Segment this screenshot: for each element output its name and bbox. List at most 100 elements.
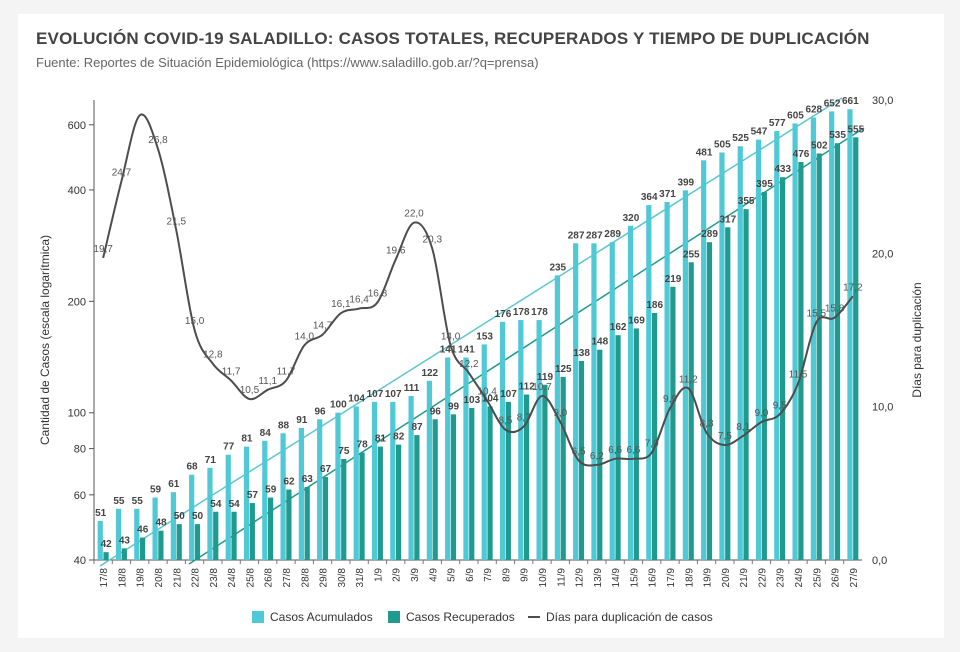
data-label-duplicacion: 6,6 [626,445,640,456]
bar-recuperados [322,477,329,560]
data-label-recuperados: 219 [665,274,682,285]
bar-acumulados [280,433,286,560]
bar-acumulados [810,117,816,560]
bar-recuperados [213,511,219,560]
data-label-recuperados: 54 [229,499,241,510]
data-label-recuperados: 107 [500,389,517,400]
x-tick-label: 17/9 [666,568,677,588]
bar-acumulados [829,111,835,560]
y2-tick-label: 30,0 [872,95,893,107]
y-tick-label: 100 [68,408,86,420]
data-label-acumulados: 176 [495,309,512,320]
x-tick-label: 23/8 [209,568,220,588]
data-label-acumulados: 141 [458,345,475,356]
data-label-duplicacion: 19,6 [386,245,406,256]
data-label-acumulados: 399 [677,177,694,188]
data-label-recuperados: 78 [357,440,369,451]
data-label-duplicacion: 26,8 [148,135,168,146]
x-tick-label: 27/9 [849,568,860,588]
data-label-recuperados: 46 [137,525,149,536]
bar-acumulados [591,243,597,560]
x-tick-label: 19/8 [136,568,147,588]
data-label-recuperados: 104 [482,393,499,404]
data-label-acumulados: 107 [367,389,384,400]
x-tick-label: 5/9 [447,568,458,582]
data-label-duplicacion: 22,0 [404,209,424,220]
data-label-duplicacion: 8,1 [736,422,750,433]
data-label-acumulados: 88 [278,420,290,431]
data-label-duplicacion: 7,0 [645,439,659,450]
data-label-recuperados: 96 [430,406,442,417]
bar-recuperados [706,242,713,560]
data-label-acumulados: 77 [223,442,235,453]
data-label-duplicacion: 9,9 [663,394,677,405]
bar-recuperados [432,419,438,560]
data-label-acumulados: 525 [732,133,749,144]
data-label-recuperados: 555 [848,124,865,135]
bar-recuperados [670,286,676,560]
bar-recuperados [597,349,603,560]
x-tick-label: 25/9 [812,568,823,588]
bar-recuperados [121,548,127,560]
x-tick-label: 12/9 [575,568,586,588]
x-tick-label: 20/9 [721,568,732,588]
bar-recuperados [542,384,548,560]
x-tick-label: 22/9 [757,568,768,588]
bar-recuperados [414,435,420,560]
bar-acumulados [390,401,396,560]
x-tick-label: 18/8 [117,568,128,588]
x-tick-label: 26/8 [264,568,275,588]
data-label-duplicacion: 14,0 [295,331,315,342]
x-tick-label: 27/8 [282,568,293,588]
data-label-acumulados: 661 [842,96,859,107]
data-label-duplicacion: 10,5 [240,385,260,396]
bar-acumulados [664,202,670,560]
bar-acumulados [170,492,176,560]
bar-recuperados [505,401,511,560]
data-label-duplicacion: 9,5 [773,400,787,411]
bar-acumulados [262,440,268,560]
data-label-acumulados: 61 [168,479,180,490]
data-label-acumulados: 59 [150,485,162,496]
x-tick-label: 14/9 [611,568,622,588]
y-tick-label: 400 [68,185,86,197]
data-label-duplicacion: 9,0 [553,408,567,419]
data-label-recuperados: 433 [774,164,791,175]
bar-recuperados [560,376,566,560]
data-label-recuperados: 289 [701,229,718,240]
x-tick-label: 6/9 [465,568,476,582]
data-label-duplicacion: 12,8 [203,350,223,361]
data-label-acumulados: 51 [95,508,107,519]
bar-acumulados [243,446,250,560]
data-label-duplicacion: 8,7 [517,413,531,424]
data-label-recuperados: 119 [537,372,554,383]
data-label-recuperados: 148 [592,337,609,348]
bar-acumulados [189,474,195,560]
x-tick-label: 31/8 [355,568,366,588]
x-tick-label: 1/9 [373,568,384,582]
bar-recuperados [780,177,786,561]
data-label-acumulados: 81 [241,434,253,445]
data-label-duplicacion: 11,5 [789,370,808,381]
bar-recuperados [140,537,146,560]
data-label-duplicacion: 12,2 [459,359,479,370]
bar-recuperados [615,335,621,560]
x-tick-label: 24/8 [227,568,238,588]
x-tick-label: 10/9 [538,568,549,588]
data-label-acumulados: 141 [440,345,457,356]
data-label-recuperados: 395 [756,179,773,190]
data-label-duplicacion: 14,0 [441,331,461,342]
data-label-recuperados: 138 [573,348,590,359]
x-tick-label: 11/9 [556,568,567,587]
bar-acumulados [463,357,469,560]
x-tick-label: 20/8 [154,568,165,588]
bar-recuperados [450,414,457,560]
bar-acumulados [646,205,652,560]
x-tick-label: 29/8 [319,568,330,588]
data-label-duplicacion: 11,7 [222,367,241,378]
data-label-duplicacion: 16,8 [368,288,388,299]
bar-acumulados [97,520,103,560]
bar-recuperados [176,524,182,560]
data-label-acumulados: 111 [404,383,420,394]
data-label-acumulados: 481 [696,147,713,158]
